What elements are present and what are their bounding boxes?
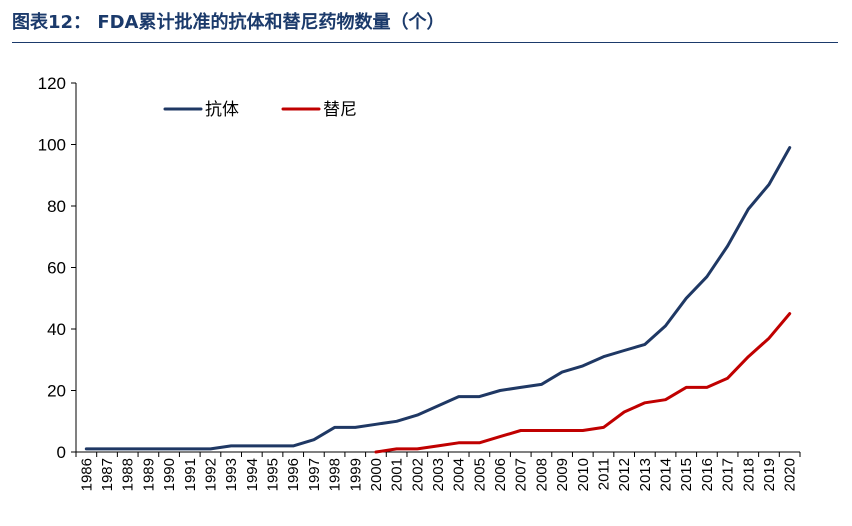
x-tick-label: 2006 [492, 458, 509, 491]
y-tick-label: 60 [47, 259, 66, 278]
x-tick-label: 1999 [347, 458, 364, 491]
y-axis-ticks: 0 20 40 60 80 100 120 [38, 74, 76, 462]
series-lines [84, 146, 792, 454]
x-tick-label: 1998 [327, 458, 344, 491]
x-tick-label: 1993 [223, 458, 240, 491]
x-tick-label: 2005 [471, 458, 488, 491]
y-tick-label: 40 [47, 320, 66, 339]
x-tick-label: 2002 [409, 458, 426, 491]
x-tick-label: 1990 [161, 458, 178, 491]
chart-title: 图表12： FDA累计批准的抗体和替尼药物数量（个） [12, 12, 445, 33]
series-line-antibody [84, 146, 792, 451]
x-tick-label: 1987 [99, 458, 116, 491]
x-tick-label: 1994 [244, 458, 261, 491]
x-tick-label: 2018 [740, 458, 757, 491]
x-tick-label: 1997 [306, 458, 323, 491]
y-tick-label: 20 [47, 382, 66, 401]
x-tick-label: 2017 [720, 458, 737, 491]
title-divider [12, 42, 838, 43]
x-tick-label: 2009 [554, 458, 571, 491]
x-tick-label: 2013 [637, 458, 654, 491]
x-tick-label: 1989 [140, 458, 157, 491]
y-tick-label: 100 [38, 136, 66, 155]
x-tick-label: 1986 [78, 458, 95, 491]
chart-axes [75, 83, 800, 453]
legend-label: 抗体 [205, 100, 239, 120]
x-tick-label: 2019 [761, 458, 778, 491]
x-tick-label: 1988 [120, 458, 137, 491]
x-tick-label: 2003 [430, 458, 447, 491]
y-tick-label: 120 [38, 74, 66, 93]
legend-label: 替尼 [323, 100, 357, 120]
x-tick-label: 2004 [451, 458, 468, 491]
x-tick-label: 1991 [182, 458, 199, 491]
x-tick-label: 2014 [658, 458, 675, 491]
x-tick-label: 2012 [616, 458, 633, 491]
x-tick-label: 2001 [389, 458, 406, 491]
x-tick-label: 1992 [202, 458, 219, 491]
x-tick-label: 2020 [782, 458, 799, 491]
x-tick-label: 2010 [575, 458, 592, 491]
y-tick-label: 80 [47, 197, 66, 216]
x-tick-label: 2008 [533, 458, 550, 491]
x-tick-label: 1996 [285, 458, 302, 491]
x-tick-label: 2016 [699, 458, 716, 491]
series-line-tinib [374, 312, 792, 454]
x-tick-label: 2007 [513, 458, 530, 491]
x-tick-label: 2011 [595, 458, 612, 490]
x-tick-label: 2000 [368, 458, 385, 491]
x-tick-label: 1995 [265, 458, 282, 491]
y-tick-label: 0 [57, 443, 66, 462]
legend: 抗体 替尼 [163, 100, 357, 120]
x-tick-label: 2015 [678, 458, 695, 491]
x-axis-ticks: 1986 1987 1988 1989 1990 1991 1992 1993 1994 1995… [75, 452, 801, 491]
